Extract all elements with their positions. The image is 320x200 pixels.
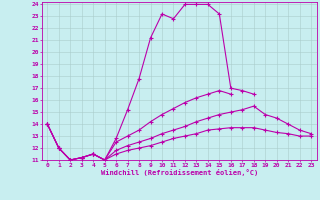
X-axis label: Windchill (Refroidissement éolien,°C): Windchill (Refroidissement éolien,°C) [100, 169, 258, 176]
